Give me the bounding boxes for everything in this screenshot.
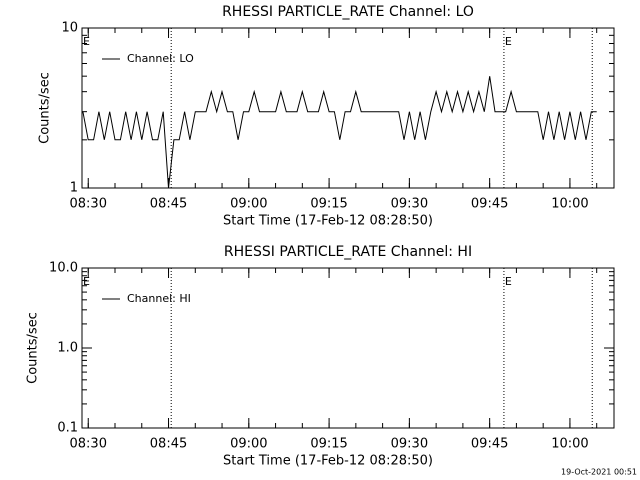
y-tick-label: 10 (61, 21, 78, 36)
chart-title: RHESSI PARTICLE_RATE Channel: HI (224, 244, 472, 260)
x-tick-label: 10:00 (551, 437, 588, 452)
plot-frame (81, 27, 615, 189)
footer: 19-Oct-2021 00:51 (561, 468, 637, 477)
y-tick-label: 10.0 (49, 261, 78, 276)
x-tick-label: 08:45 (150, 197, 187, 212)
legend-label: Channel: HI (127, 292, 191, 305)
y-tick-label: 1 (70, 181, 78, 196)
x-axis-label: Start Time (17-Feb-12 08:28:50) (223, 454, 433, 469)
x-tick-label: 09:00 (230, 197, 267, 212)
chart-title: RHESSI PARTICLE_RATE Channel: LO (222, 4, 474, 20)
x-tick-label: 09:30 (391, 437, 428, 452)
y-tick-label: 1.0 (57, 341, 78, 356)
x-tick-label: 08:45 (150, 437, 187, 452)
x-tick-label: 09:45 (471, 197, 508, 212)
legend-label: Channel: LO (127, 52, 194, 65)
x-axis-label: Start Time (17-Feb-12 08:28:50) (223, 214, 433, 229)
annotation: E (505, 275, 512, 288)
x-tick-label: 08:30 (70, 197, 107, 212)
x-tick-label: 09:00 (230, 437, 267, 452)
x-tick-label: 09:45 (471, 437, 508, 452)
y-axis-label: Counts/sec (26, 312, 41, 384)
annotation: E (505, 35, 512, 48)
x-tick-label: 09:15 (310, 437, 347, 452)
x-tick-label: 09:15 (310, 197, 347, 212)
x-tick-label: 10:00 (551, 197, 588, 212)
x-tick-label: 09:30 (391, 197, 428, 212)
y-tick-label: 0.1 (57, 421, 78, 436)
annotation: E (83, 35, 90, 48)
annotation: E (83, 275, 90, 288)
y-axis-label: Counts/sec (38, 72, 53, 144)
x-tick-label: 08:30 (70, 437, 107, 452)
series-line (82, 76, 597, 189)
